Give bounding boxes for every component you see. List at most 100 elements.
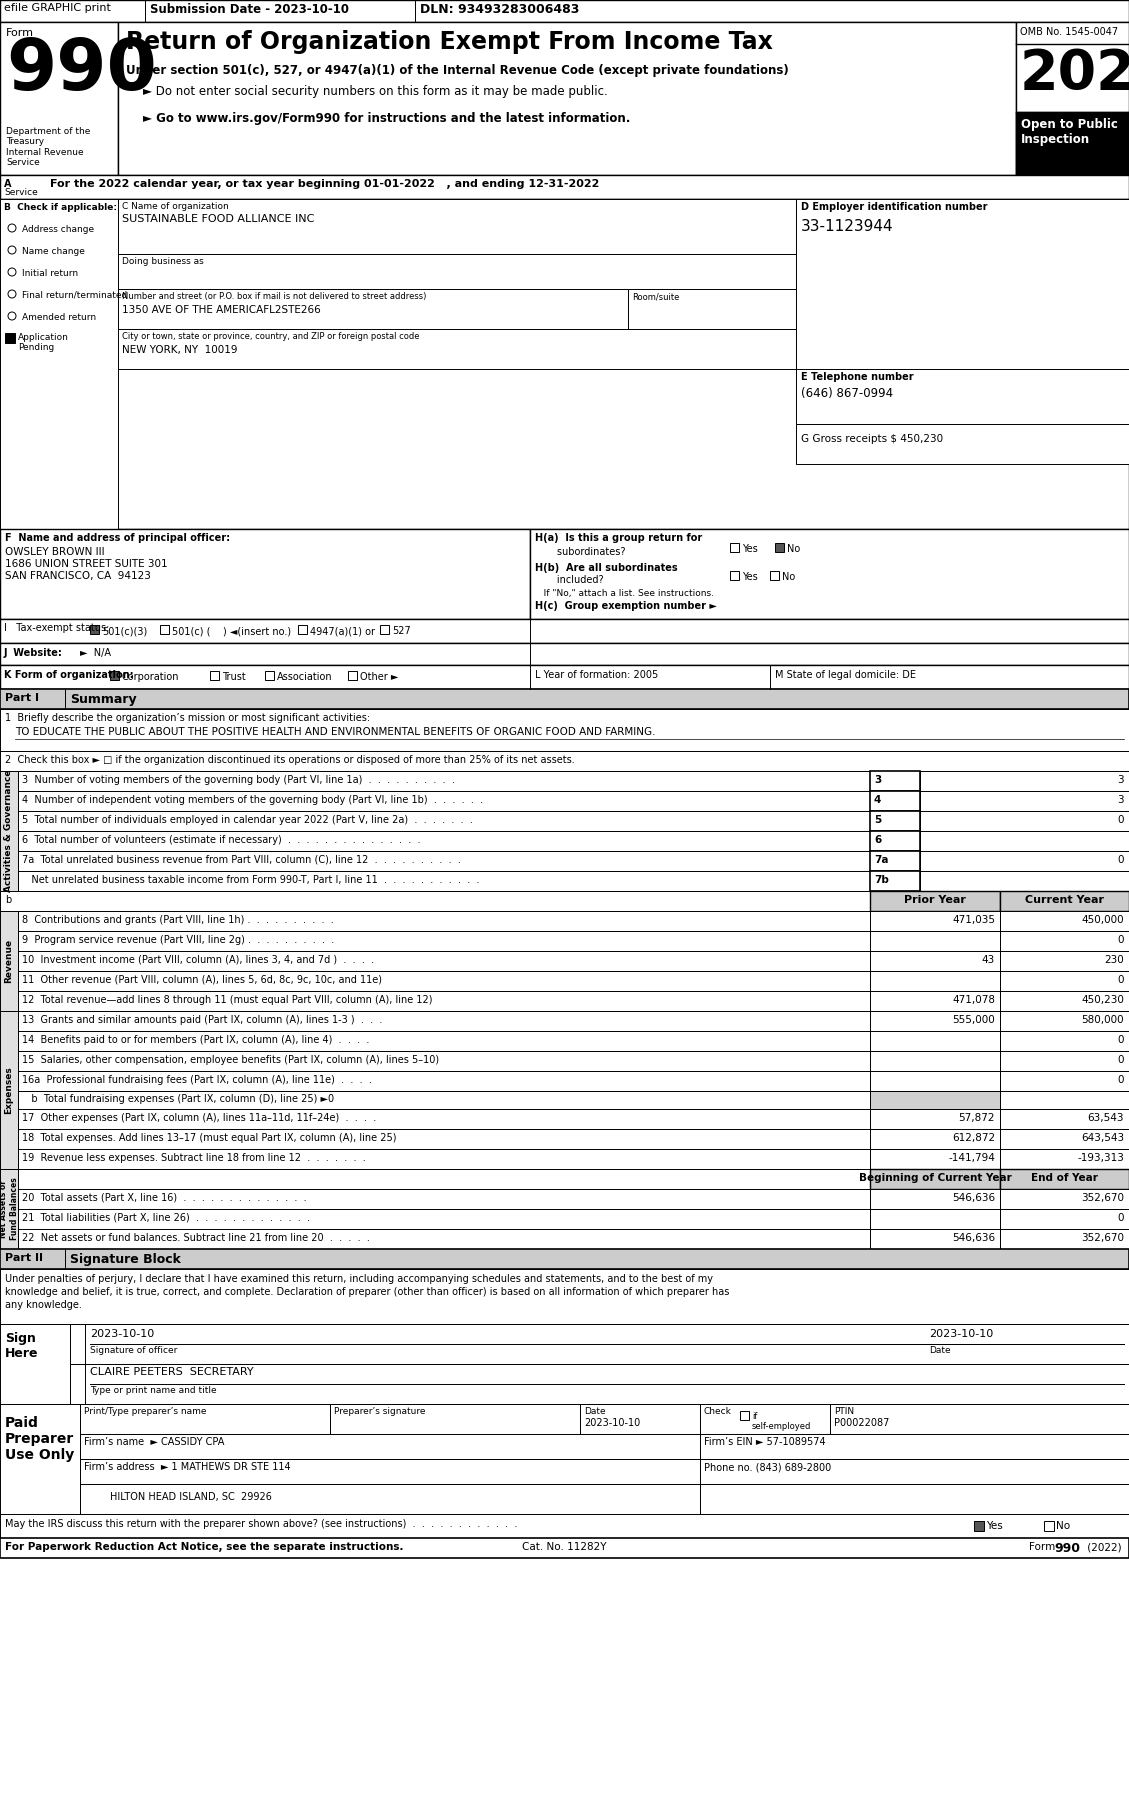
Text: 5  Total number of individuals employed in calendar year 2022 (Part V, line 2a) : 5 Total number of individuals employed i… — [21, 814, 473, 825]
Text: 230: 230 — [1104, 954, 1124, 965]
Text: May the IRS discuss this return with the preparer shown above? (see instructions: May the IRS discuss this return with the… — [5, 1518, 517, 1529]
Text: 20  Total assets (Part X, line 16)  .  .  .  .  .  .  .  .  .  .  .  .  .  .: 20 Total assets (Part X, line 16) . . . … — [21, 1194, 307, 1203]
Bar — [160, 626, 169, 635]
Text: 6: 6 — [874, 834, 882, 845]
Text: For the 2022 calendar year, or tax year beginning 01-01-2022   , and ending 12-3: For the 2022 calendar year, or tax year … — [50, 180, 599, 189]
Text: Date: Date — [929, 1346, 951, 1355]
Bar — [18, 871, 870, 891]
Bar — [1000, 1010, 1129, 1030]
Bar — [830, 1404, 1129, 1435]
Bar — [265, 671, 274, 680]
Text: Open to Public
Inspection: Open to Public Inspection — [1021, 118, 1118, 145]
Text: Under section 501(c), 527, or 4947(a)(1) of the Internal Revenue Code (except pr: Under section 501(c), 527, or 4947(a)(1)… — [126, 63, 789, 76]
Text: 501(c)(3): 501(c)(3) — [102, 626, 147, 637]
Bar — [5, 334, 15, 343]
Bar — [0, 22, 119, 174]
Text: knowledge and belief, it is true, correct, and complete. Declaration of preparer: knowledge and belief, it is true, correc… — [5, 1286, 729, 1297]
Text: 450,000: 450,000 — [1082, 914, 1124, 925]
Text: Part I: Part I — [5, 693, 40, 704]
Bar — [18, 990, 870, 1010]
Bar — [870, 911, 1000, 931]
Bar — [870, 891, 1000, 911]
Text: (646) 867-0994: (646) 867-0994 — [800, 386, 893, 401]
Text: ► Go to www.irs.gov/Form990 for instructions and the latest information.: ► Go to www.irs.gov/Form990 for instruct… — [143, 112, 630, 125]
Text: Part II: Part II — [5, 1253, 43, 1263]
Bar — [1044, 1520, 1054, 1531]
Text: DLN: 93493283006483: DLN: 93493283006483 — [420, 4, 579, 16]
Bar — [80, 1458, 700, 1484]
Bar — [870, 771, 920, 791]
Bar — [119, 288, 628, 328]
Bar — [0, 666, 1129, 689]
Text: CLAIRE PEETERS  SECRETARY: CLAIRE PEETERS SECRETARY — [90, 1368, 254, 1377]
Text: 7b: 7b — [874, 874, 889, 885]
Text: M State of legal domicile: DE: M State of legal domicile: DE — [774, 669, 916, 680]
Text: 11  Other revenue (Part VIII, column (A), lines 5, 6d, 8c, 9c, 10c, and 11e): 11 Other revenue (Part VIII, column (A),… — [21, 974, 382, 985]
Bar — [18, 831, 870, 851]
Bar — [0, 1250, 1129, 1270]
Bar — [870, 1128, 1000, 1148]
Text: Signature of officer: Signature of officer — [90, 1346, 177, 1355]
Text: D Employer identification number: D Employer identification number — [800, 201, 988, 212]
Text: 4  Number of independent voting members of the governing body (Part VI, line 1b): 4 Number of independent voting members o… — [21, 795, 483, 805]
Bar — [796, 368, 1129, 424]
Bar — [18, 791, 870, 811]
Text: -193,313: -193,313 — [1077, 1154, 1124, 1163]
Text: if
self-employed: if self-employed — [752, 1411, 812, 1431]
Text: OWSLEY BROWN III: OWSLEY BROWN III — [5, 548, 105, 557]
Text: 16a  Professional fundraising fees (Part IX, column (A), line 11e)  .  .  .  .: 16a Professional fundraising fees (Part … — [21, 1076, 371, 1085]
Text: No: No — [1056, 1520, 1070, 1531]
Text: E Telephone number: E Telephone number — [800, 372, 913, 383]
Bar — [870, 831, 920, 851]
Bar — [18, 1148, 870, 1168]
Bar — [1000, 1148, 1129, 1168]
Bar — [0, 200, 119, 530]
Text: L Year of formation: 2005: L Year of formation: 2005 — [535, 669, 658, 680]
Text: Initial return: Initial return — [21, 268, 78, 278]
Bar — [0, 911, 18, 1010]
Bar — [1000, 911, 1129, 931]
Text: 13  Grants and similar amounts paid (Part IX, column (A), lines 1-3 )  .  .  .: 13 Grants and similar amounts paid (Part… — [21, 1016, 383, 1025]
Bar — [0, 200, 1129, 530]
Circle shape — [8, 290, 16, 297]
Bar — [796, 200, 1129, 368]
Bar — [870, 1188, 1000, 1208]
Text: 580,000: 580,000 — [1082, 1016, 1124, 1025]
Bar — [90, 626, 99, 635]
Bar — [796, 424, 1129, 464]
Text: 3: 3 — [874, 775, 882, 785]
Text: Type or print name and title: Type or print name and title — [90, 1386, 217, 1395]
Text: SAN FRANCISCO, CA  94123: SAN FRANCISCO, CA 94123 — [5, 571, 151, 580]
Text: Form: Form — [6, 27, 34, 38]
Circle shape — [8, 268, 16, 276]
Text: Final return/terminated: Final return/terminated — [21, 290, 128, 299]
Text: 3: 3 — [1118, 795, 1124, 805]
Bar — [0, 1538, 1129, 1558]
Text: H(c)  Group exemption number ►: H(c) Group exemption number ► — [535, 600, 717, 611]
Bar — [700, 1458, 1129, 1484]
Text: Check: Check — [704, 1408, 732, 1417]
Text: Signature Block: Signature Block — [70, 1253, 181, 1266]
Bar — [1000, 1128, 1129, 1148]
Text: Prior Year: Prior Year — [904, 894, 966, 905]
Bar — [1000, 951, 1129, 970]
Text: 15  Salaries, other compensation, employee benefits (Part IX, column (A), lines : 15 Salaries, other compensation, employe… — [21, 1056, 439, 1065]
Text: -141,794: -141,794 — [948, 1154, 995, 1163]
Text: 5: 5 — [874, 814, 882, 825]
Text: Summary: Summary — [70, 693, 137, 706]
Bar — [119, 328, 796, 368]
Text: Form: Form — [1029, 1542, 1059, 1553]
Text: Yes: Yes — [986, 1520, 1003, 1531]
Text: 0: 0 — [1118, 1214, 1124, 1223]
Bar — [80, 1435, 700, 1458]
Text: Application
Pending: Application Pending — [18, 334, 69, 352]
Text: 7a  Total unrelated business revenue from Part VIII, column (C), line 12  .  .  : 7a Total unrelated business revenue from… — [21, 854, 461, 865]
Text: Association: Association — [277, 671, 333, 682]
Bar — [1000, 1090, 1129, 1108]
Bar — [870, 1230, 1000, 1250]
Text: K Form of organization:: K Form of organization: — [5, 669, 133, 680]
Bar — [870, 1148, 1000, 1168]
Text: any knowledge.: any knowledge. — [5, 1301, 82, 1310]
Bar — [0, 1168, 18, 1250]
Bar — [920, 851, 1129, 871]
